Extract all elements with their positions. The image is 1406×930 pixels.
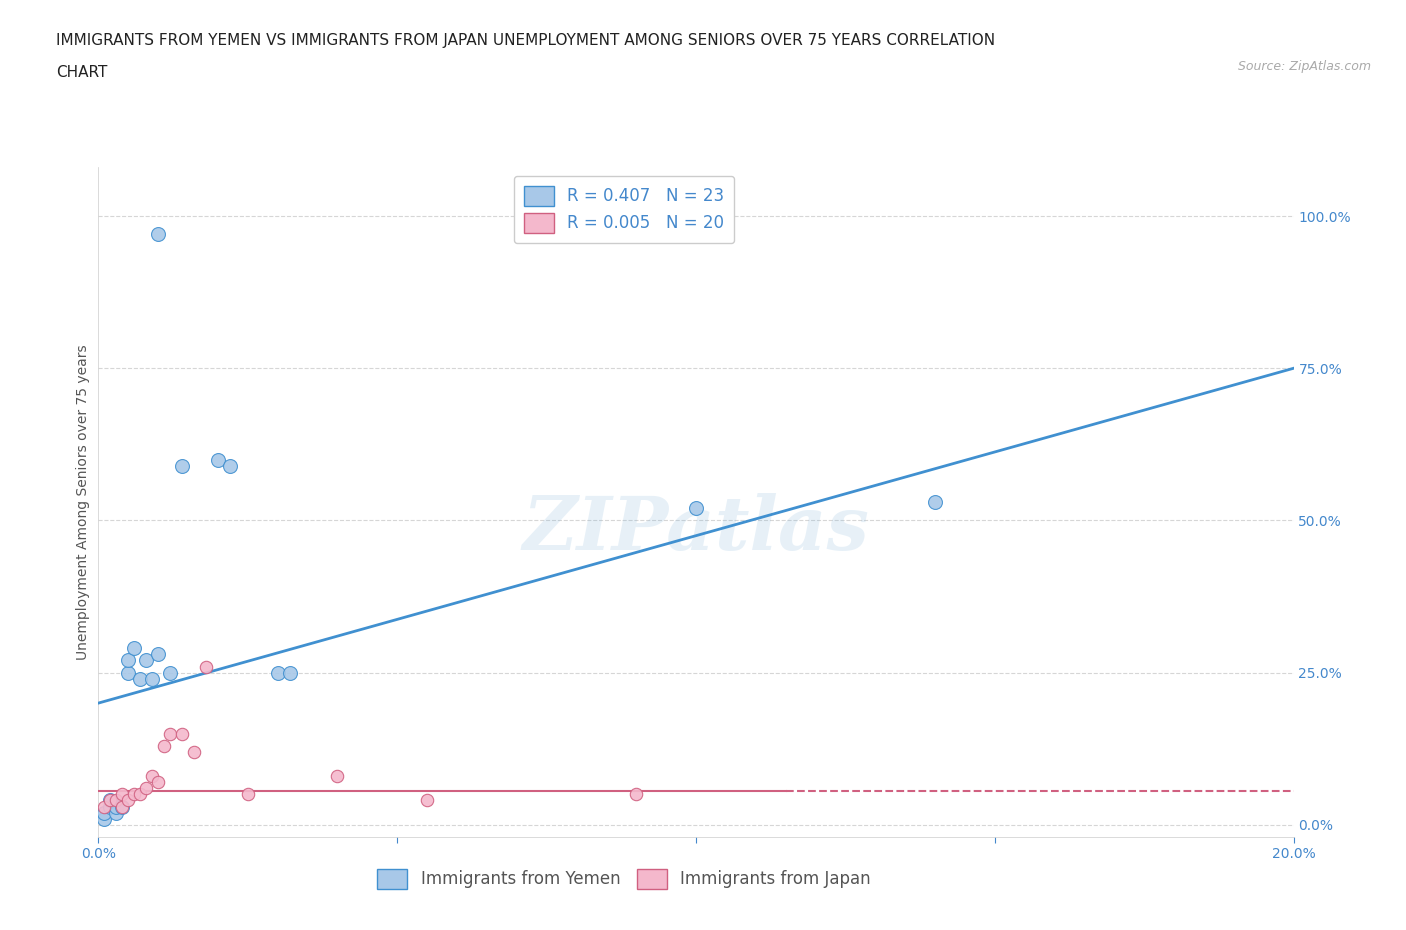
Point bbox=[124, 641, 146, 656]
Point bbox=[105, 805, 128, 820]
Point bbox=[172, 458, 194, 473]
Point bbox=[159, 665, 181, 680]
Point bbox=[100, 793, 122, 808]
Point bbox=[100, 799, 122, 814]
Point bbox=[117, 665, 139, 680]
Point bbox=[153, 738, 176, 753]
Legend: Immigrants from Yemen, Immigrants from Japan: Immigrants from Yemen, Immigrants from J… bbox=[371, 862, 877, 896]
Point bbox=[416, 793, 439, 808]
Point bbox=[141, 671, 163, 686]
Point bbox=[105, 799, 128, 814]
Point bbox=[207, 452, 229, 467]
Y-axis label: Unemployment Among Seniors over 75 years: Unemployment Among Seniors over 75 years bbox=[76, 344, 90, 660]
Text: IMMIGRANTS FROM YEMEN VS IMMIGRANTS FROM JAPAN UNEMPLOYMENT AMONG SENIORS OVER 7: IMMIGRANTS FROM YEMEN VS IMMIGRANTS FROM… bbox=[56, 33, 995, 47]
Point bbox=[278, 665, 301, 680]
Point bbox=[135, 781, 157, 796]
Point bbox=[105, 793, 128, 808]
Point bbox=[195, 659, 218, 674]
Point bbox=[93, 799, 115, 814]
Point bbox=[100, 793, 122, 808]
Point bbox=[685, 501, 707, 516]
Text: Source: ZipAtlas.com: Source: ZipAtlas.com bbox=[1237, 60, 1371, 73]
Point bbox=[172, 726, 194, 741]
Point bbox=[236, 787, 259, 802]
Point bbox=[93, 811, 115, 826]
Point bbox=[183, 744, 205, 759]
Point bbox=[111, 787, 134, 802]
Point bbox=[111, 799, 134, 814]
Point bbox=[148, 775, 170, 790]
Text: CHART: CHART bbox=[56, 65, 108, 80]
Point bbox=[93, 805, 115, 820]
Point bbox=[129, 787, 152, 802]
Point bbox=[141, 769, 163, 784]
Point bbox=[148, 227, 170, 242]
Point bbox=[267, 665, 290, 680]
Point bbox=[129, 671, 152, 686]
Text: ZIPatlas: ZIPatlas bbox=[523, 493, 869, 565]
Point bbox=[159, 726, 181, 741]
Point bbox=[148, 647, 170, 662]
Point bbox=[124, 787, 146, 802]
Point bbox=[924, 495, 946, 510]
Point bbox=[219, 458, 242, 473]
Point bbox=[135, 653, 157, 668]
Point bbox=[117, 793, 139, 808]
Point bbox=[626, 787, 648, 802]
Point bbox=[326, 769, 349, 784]
Point bbox=[117, 653, 139, 668]
Point bbox=[111, 799, 134, 814]
